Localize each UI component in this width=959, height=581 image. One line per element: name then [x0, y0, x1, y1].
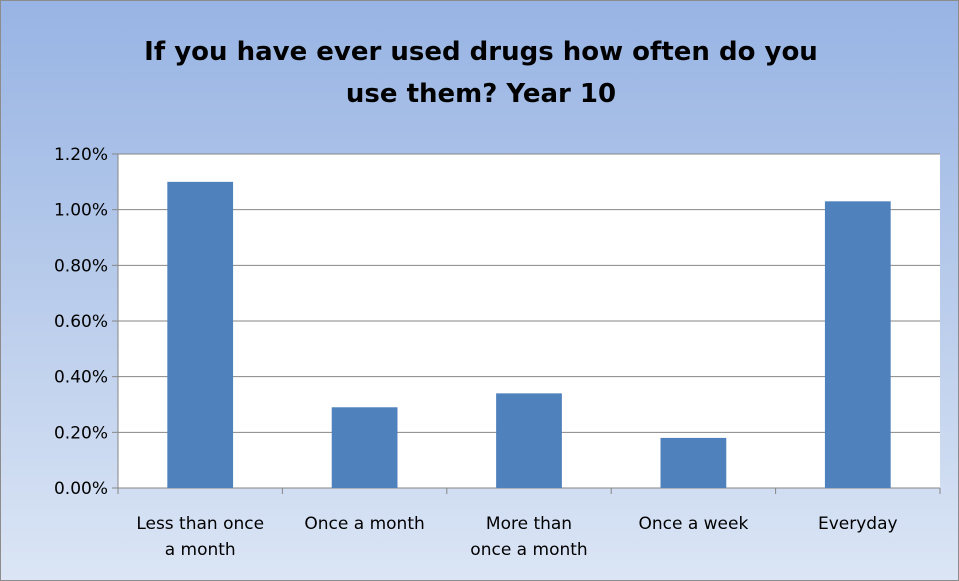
category-label-line: More than	[486, 514, 572, 534]
category-label-line: Once a week	[638, 514, 748, 534]
y-tick-label: 0.20%	[54, 423, 108, 443]
category-label: Everyday	[818, 514, 898, 534]
category-label-line: Less than once	[136, 514, 264, 534]
category-label: Once a week	[638, 514, 748, 534]
category-label: Once a month	[304, 514, 424, 534]
category-label: Less than once a month	[136, 514, 264, 560]
category-label-line: a month	[165, 540, 236, 560]
chart-title-line-2: use them? Year 10	[345, 79, 617, 109]
y-tick-label: 1.00%	[54, 201, 108, 221]
bar	[496, 393, 562, 488]
chart-title: If you have ever used drugs how often do…	[71, 31, 891, 115]
y-tick-label: 0.60%	[54, 312, 108, 332]
y-tick-label: 0.00%	[54, 479, 108, 499]
bar	[660, 437, 727, 488]
category-label-line: Once a month	[304, 514, 424, 534]
category-label-line: Everyday	[818, 514, 898, 534]
bar	[331, 407, 398, 488]
chart-title-line-1: If you have ever used drugs how often do…	[144, 37, 818, 67]
category-label-line: once a month	[470, 540, 587, 560]
y-tick-label: 0.40%	[54, 368, 108, 388]
y-tick-label: 1.20%	[54, 145, 108, 165]
bar	[824, 201, 891, 489]
bar	[167, 181, 234, 489]
y-tick-label: 0.80%	[54, 256, 108, 276]
category-label: More than once a month	[470, 514, 587, 560]
